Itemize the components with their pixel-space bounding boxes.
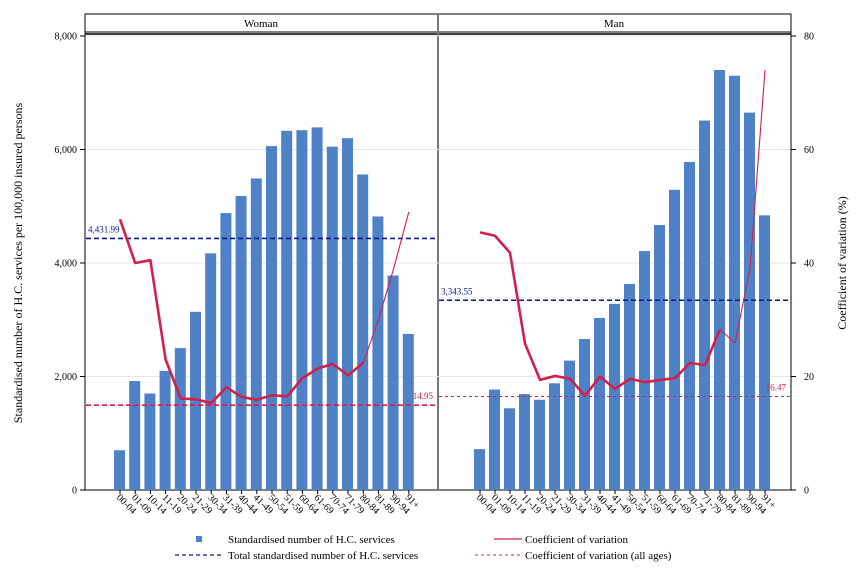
bar	[564, 360, 575, 490]
bar	[311, 127, 323, 491]
bars	[114, 70, 770, 491]
bar	[504, 408, 515, 490]
bar	[387, 275, 399, 490]
bar	[114, 450, 125, 490]
legend-label-cv: Coefficient of variation	[525, 534, 629, 546]
cv-lines	[118, 70, 766, 405]
bar	[639, 251, 650, 490]
y-tick-label: 6,000	[55, 145, 78, 156]
y2-tick-label: 60	[804, 145, 814, 156]
y-tick-label: 2,000	[55, 372, 78, 383]
bar	[594, 318, 605, 490]
bar	[624, 283, 635, 490]
y2-tick-label: 40	[804, 259, 814, 270]
bar	[489, 389, 500, 490]
legend-label-cv-all: Coefficient of variation (all ages)	[525, 550, 672, 562]
total-reference-label: 3,343.55	[441, 286, 473, 296]
legend-swatch-bars	[196, 536, 202, 542]
bar	[729, 75, 740, 490]
legend-label-total: Total standardised number of H.C. servic…	[228, 550, 418, 562]
bar	[579, 339, 590, 490]
bar	[250, 178, 262, 490]
bar	[205, 253, 217, 490]
bar	[372, 216, 384, 490]
total-reference-label: 4,431.99	[88, 224, 120, 234]
bar	[534, 399, 545, 490]
y-tick-label: 0	[72, 486, 77, 497]
bar	[744, 112, 755, 491]
cv-all-reference-label: 14.95	[413, 391, 434, 401]
bar	[684, 161, 695, 491]
x-axis-ticks: 00-0401-0910-1411-1920-2421-2930-3431-39…	[114, 490, 778, 517]
cv-line-tail	[719, 70, 766, 344]
y-tick-label: 8,000	[55, 32, 78, 43]
panel-title-man: Man	[604, 18, 625, 30]
bar	[669, 189, 680, 491]
bar	[129, 381, 141, 490]
y-axis-ticks: 0 0 2,000 20 4,000 40 6,000 60 8,000 80	[55, 32, 815, 497]
bar	[654, 224, 665, 491]
bar	[159, 370, 171, 490]
legend: Standardised number of H.C. services Coe…	[175, 534, 672, 562]
bar	[474, 449, 485, 490]
bar	[357, 174, 369, 490]
panel-title-woman: Woman	[244, 18, 278, 30]
y-tick-label: 4,000	[55, 259, 78, 270]
bar	[281, 130, 293, 490]
cv-all-reference-label: 16.47	[766, 383, 787, 393]
cv-line	[118, 218, 365, 405]
bar	[699, 120, 710, 491]
bar	[266, 146, 277, 490]
bar	[342, 138, 353, 490]
reference-lines: 4,431.99 14.95 3,343.55 16.47	[86, 224, 790, 406]
bar	[714, 70, 725, 491]
bar	[144, 393, 156, 490]
bar	[402, 333, 414, 490]
bar	[296, 130, 308, 490]
bar	[549, 383, 560, 490]
y-axis-title: Standardised number of H.C. services per…	[11, 103, 25, 424]
legend-label-bars: Standardised number of H.C. services	[228, 534, 395, 546]
bar	[519, 394, 530, 490]
y2-tick-label: 0	[804, 486, 809, 497]
cv-line-tail	[362, 211, 410, 364]
bar	[220, 213, 232, 490]
y2-tick-label: 80	[804, 32, 814, 43]
bar	[759, 215, 770, 490]
bar	[326, 146, 338, 490]
y2-axis-title: Coefficient of variation (%)	[835, 196, 849, 329]
cv-line	[479, 231, 722, 398]
bar	[190, 311, 201, 490]
bar	[235, 196, 247, 490]
y2-tick-label: 20	[804, 372, 814, 383]
bar	[174, 348, 186, 490]
